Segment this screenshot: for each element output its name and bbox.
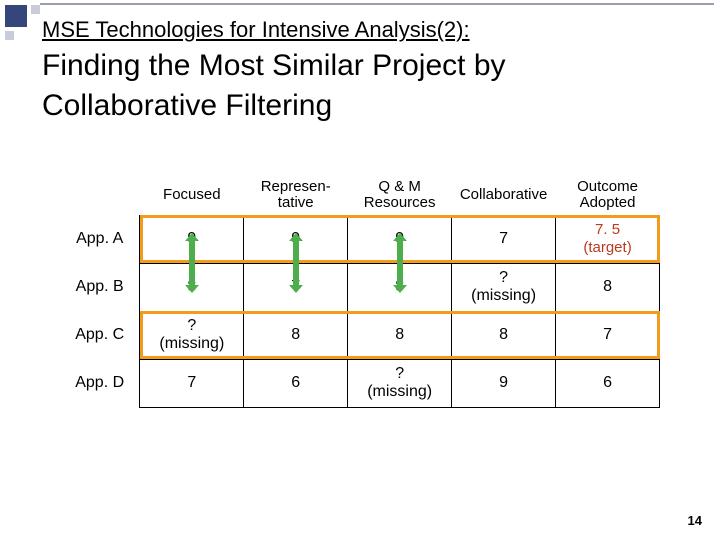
- cell: 9: [452, 359, 556, 407]
- table-header-row: Focused Represen- tative Q & M Resources…: [60, 175, 660, 215]
- row-label: App. D: [60, 359, 140, 407]
- cell: 8: [452, 311, 556, 359]
- col-qm-resources: Q & M Resources: [348, 175, 452, 215]
- table-row: App. A99977. 5 (target): [60, 215, 660, 263]
- cell: 6: [244, 359, 348, 407]
- page-number: 14: [688, 513, 702, 528]
- cell: 7: [556, 311, 660, 359]
- title-line1: Finding the Most Similar Project by: [42, 48, 700, 84]
- subtitle: MSE Technologies for Intensive Analysis(…: [42, 16, 700, 44]
- cell: ? (missing): [452, 263, 556, 311]
- cell: 8: [244, 311, 348, 359]
- data-table: Focused Represen- tative Q & M Resources…: [60, 175, 660, 408]
- cell: 9: [244, 215, 348, 263]
- cell: 9: [348, 215, 452, 263]
- target-cell: 7. 5 (target): [583, 221, 631, 256]
- cell: 8: [140, 263, 244, 311]
- row-label: App. A: [60, 215, 140, 263]
- row-label: App. B: [60, 263, 140, 311]
- title-line2: Collaborative Filtering: [42, 88, 700, 124]
- table-row: App. B878? (missing)8: [60, 263, 660, 311]
- cell: 7. 5 (target): [556, 215, 660, 263]
- col-outcome-adopted: Outcome Adopted: [556, 175, 660, 215]
- cell: 9: [140, 215, 244, 263]
- table-row: App. D76? (missing)96: [60, 359, 660, 407]
- top-rule: [40, 3, 714, 5]
- slide-heading: MSE Technologies for Intensive Analysis(…: [42, 16, 700, 124]
- cell: 6: [556, 359, 660, 407]
- cell: ? (missing): [348, 359, 452, 407]
- row-label: App. C: [60, 311, 140, 359]
- cell: 7: [140, 359, 244, 407]
- cell: 8: [556, 263, 660, 311]
- cell: 7: [452, 215, 556, 263]
- col-collaborative: Collaborative: [452, 175, 556, 215]
- cell: 8: [348, 311, 452, 359]
- col-representative: Represen- tative: [244, 175, 348, 215]
- col-focused: Focused: [140, 175, 244, 215]
- table-row: App. C? (missing)8887: [60, 311, 660, 359]
- data-table-container: Focused Represen- tative Q & M Resources…: [60, 175, 660, 408]
- cell: ? (missing): [140, 311, 244, 359]
- cell: 7: [244, 263, 348, 311]
- cell: 8: [348, 263, 452, 311]
